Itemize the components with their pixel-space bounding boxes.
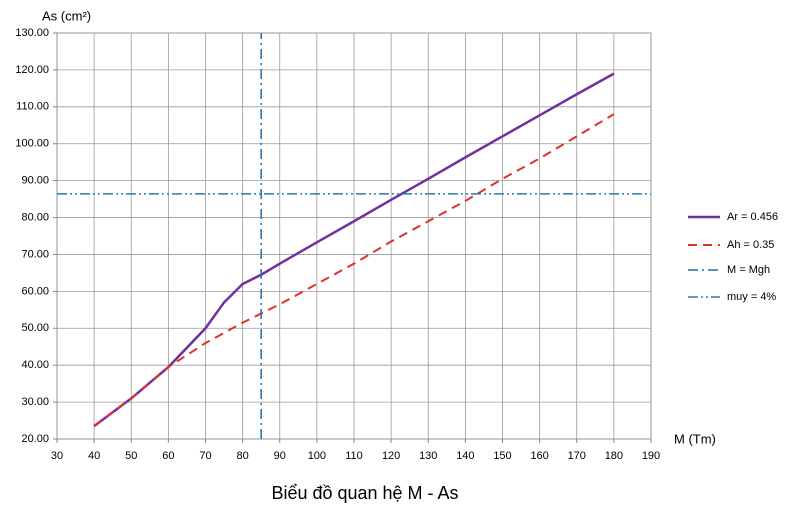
y-tick-label: 30.00: [21, 396, 49, 408]
x-tick-label: 80: [237, 450, 249, 462]
x-tick-label: 130: [419, 450, 437, 462]
series-line: [93, 113, 615, 427]
legend-label: Ah = 0.35: [727, 239, 774, 251]
x-axis-title: M (Tm): [674, 431, 716, 446]
y-tick-label: 80.00: [21, 211, 49, 223]
x-tick-label: 190: [642, 450, 660, 462]
x-tick-label: 40: [88, 450, 100, 462]
x-tick-label: 160: [530, 450, 548, 462]
x-tick-label: 60: [162, 450, 174, 462]
x-tick-label: 150: [493, 450, 511, 462]
legend-label: muy = 4%: [727, 291, 776, 303]
x-tick-label: 110: [345, 450, 363, 462]
x-tick-label: 50: [125, 450, 137, 462]
legend-label: Ar = 0.456: [727, 211, 778, 223]
x-tick-label: 140: [456, 450, 474, 462]
y-tick-label: 40.00: [21, 359, 49, 371]
y-axis-title: As (cm²): [42, 8, 91, 23]
y-tick-label: 90.00: [21, 175, 49, 187]
y-tick-label: 130.00: [15, 27, 49, 39]
x-tick-label: 70: [199, 450, 211, 462]
series-line: [93, 72, 615, 428]
x-tick-label: 30: [51, 450, 63, 462]
y-tick-label: 120.00: [15, 64, 49, 76]
x-tick-label: 170: [568, 450, 586, 462]
y-tick-label: 70.00: [21, 248, 49, 260]
x-tick-label: 90: [274, 450, 286, 462]
y-tick-label: 50.00: [21, 322, 49, 334]
y-tick-label: 110.00: [16, 101, 49, 113]
y-tick-label: 20.00: [21, 433, 49, 445]
x-tick-label: 100: [308, 450, 326, 462]
y-tick-label: 60.00: [21, 285, 49, 297]
y-tick-label: 100.00: [15, 138, 49, 150]
legend-label: M = Mgh: [727, 264, 770, 276]
x-tick-label: 120: [382, 450, 400, 462]
chart-title: Biểu đồ quan hệ M - As: [271, 483, 458, 503]
x-tick-label: 180: [605, 450, 623, 462]
